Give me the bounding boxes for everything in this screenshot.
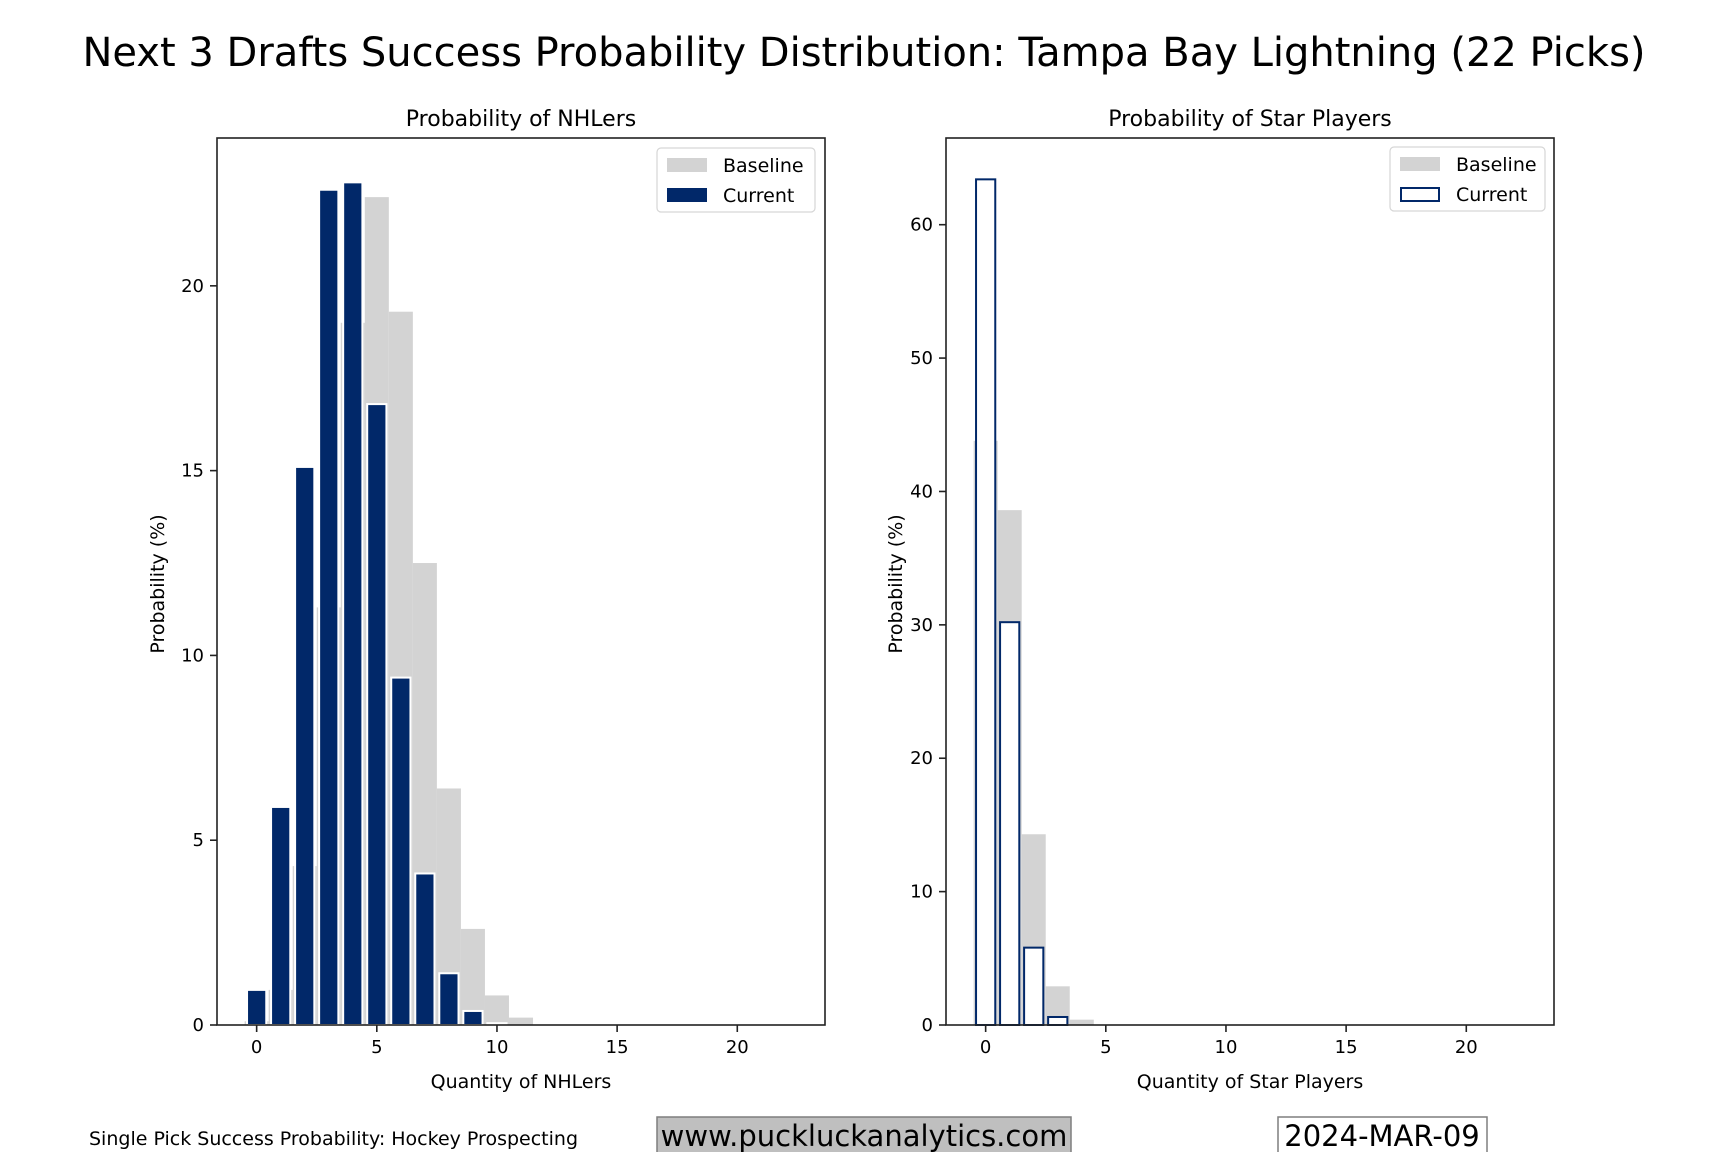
nhlers-y-tick-label: 15 xyxy=(181,461,204,482)
nhlers-current-bar-0 xyxy=(246,988,268,1027)
star-x-tick-label: 15 xyxy=(1335,1037,1358,1058)
star-x-axis: 0 5 10 15 20 xyxy=(980,1025,1478,1058)
legend-current-label: Current xyxy=(1456,184,1527,206)
legend-baseline-label: Baseline xyxy=(1456,154,1537,176)
star-y-tick-label: 10 xyxy=(910,882,933,903)
star-y-tick-label: 50 xyxy=(910,348,933,369)
nhlers-axes-frame xyxy=(216,137,826,1026)
nhlers-x-tick-label: 15 xyxy=(606,1037,629,1058)
nhlers-x-tick-label: 0 xyxy=(251,1037,262,1058)
legend-current-swatch xyxy=(1400,187,1440,202)
star-x-tick-label: 10 xyxy=(1215,1037,1238,1058)
nhlers-legend: Baseline Current xyxy=(656,147,816,213)
star-y-tick-label: 30 xyxy=(910,615,933,636)
nhlers-x-axis: 0 5 10 15 20 xyxy=(251,1025,749,1058)
star-current-bar-1 xyxy=(999,621,1021,1026)
star-x-tick-label: 5 xyxy=(1100,1037,1111,1058)
figure-title: Next 3 Drafts Success Probability Distri… xyxy=(82,30,1645,76)
url-box xyxy=(656,1116,1072,1152)
nhlers-y-tick-label: 0 xyxy=(193,1015,204,1036)
star-legend: Baseline Current xyxy=(1389,146,1546,212)
star-baseline-bar-4 xyxy=(1069,1019,1094,1025)
nhlers-current-bar-3 xyxy=(318,188,340,1027)
nhlers-current-bar-1 xyxy=(270,805,292,1027)
date-box xyxy=(1277,1116,1488,1152)
star-players-chart-title: Probability of Star Players xyxy=(1108,107,1392,132)
nhlers-x-tick-label: 5 xyxy=(371,1037,382,1058)
star-y-tick-label: 40 xyxy=(910,481,933,502)
star-x-label: Quantity of Star Players xyxy=(1137,1071,1364,1093)
nhlers-current-bars xyxy=(246,181,508,1027)
star-y-axis: 0 10 20 30 40 50 60 xyxy=(910,215,946,1036)
nhlers-current-bar-8 xyxy=(438,972,460,1027)
nhlers-y-axis: 0 5 10 15 20 xyxy=(181,276,217,1036)
star-current-bar-2 xyxy=(1023,946,1045,1026)
star-y-tick-label: 60 xyxy=(910,215,933,236)
star-current-bar-0 xyxy=(975,178,997,1026)
nhlers-current-bar-2 xyxy=(294,465,316,1027)
legend-baseline-label: Baseline xyxy=(723,155,804,177)
nhlers-y-tick-label: 5 xyxy=(193,830,204,851)
nhlers-chart-title: Probability of NHLers xyxy=(406,107,636,132)
nhlers-current-bar-6 xyxy=(390,676,412,1026)
legend-current-label: Current xyxy=(723,185,794,207)
date-text: 2024-MAR-09 xyxy=(1284,1119,1479,1152)
star-axes-frame xyxy=(945,137,1555,1026)
star-x-tick-label: 0 xyxy=(980,1037,991,1058)
star-y-label: Probability (%) xyxy=(885,514,907,653)
nhlers-x-tick-label: 10 xyxy=(486,1037,509,1058)
nhlers-current-bar-7 xyxy=(414,872,436,1026)
legend-baseline-swatch xyxy=(667,158,707,172)
nhlers-baseline-bar-9 xyxy=(460,928,485,1025)
nhlers-chart: Probability of NHLers 0 5 10 15 20 05101520 … xyxy=(147,107,826,1093)
nhlers-baseline-bar-11 xyxy=(508,1017,534,1025)
star-y-tick-label: 20 xyxy=(910,748,933,769)
footer-source-text: Single Pick Success Probability: Hockey … xyxy=(89,1128,578,1150)
nhlers-current-bar-9 xyxy=(462,1009,484,1026)
nhlers-y-tick-label: 20 xyxy=(181,276,204,297)
nhlers-current-bar-5 xyxy=(366,403,388,1027)
nhlers-y-label: Probability (%) xyxy=(147,514,169,653)
legend-baseline-swatch xyxy=(1400,157,1440,171)
nhlers-current-bar-4 xyxy=(342,181,364,1027)
nhlers-baseline-bar-10 xyxy=(484,995,509,1025)
nhlers-x-label: Quantity of NHLers xyxy=(431,1071,612,1093)
nhlers-y-tick-label: 10 xyxy=(181,645,204,666)
star-x-tick-label: 20 xyxy=(1455,1037,1478,1058)
nhlers-x-tick-label: 20 xyxy=(726,1037,749,1058)
star-current-bar-3 xyxy=(1047,1015,1069,1027)
star-y-tick-label: 0 xyxy=(922,1015,933,1036)
star-players-chart: Probability of Star Players 0 5 10 15 20 0 10… xyxy=(885,107,1555,1093)
url-text[interactable]: www.puckluckanalytics.com xyxy=(661,1119,1068,1152)
legend-current-swatch xyxy=(667,188,707,202)
